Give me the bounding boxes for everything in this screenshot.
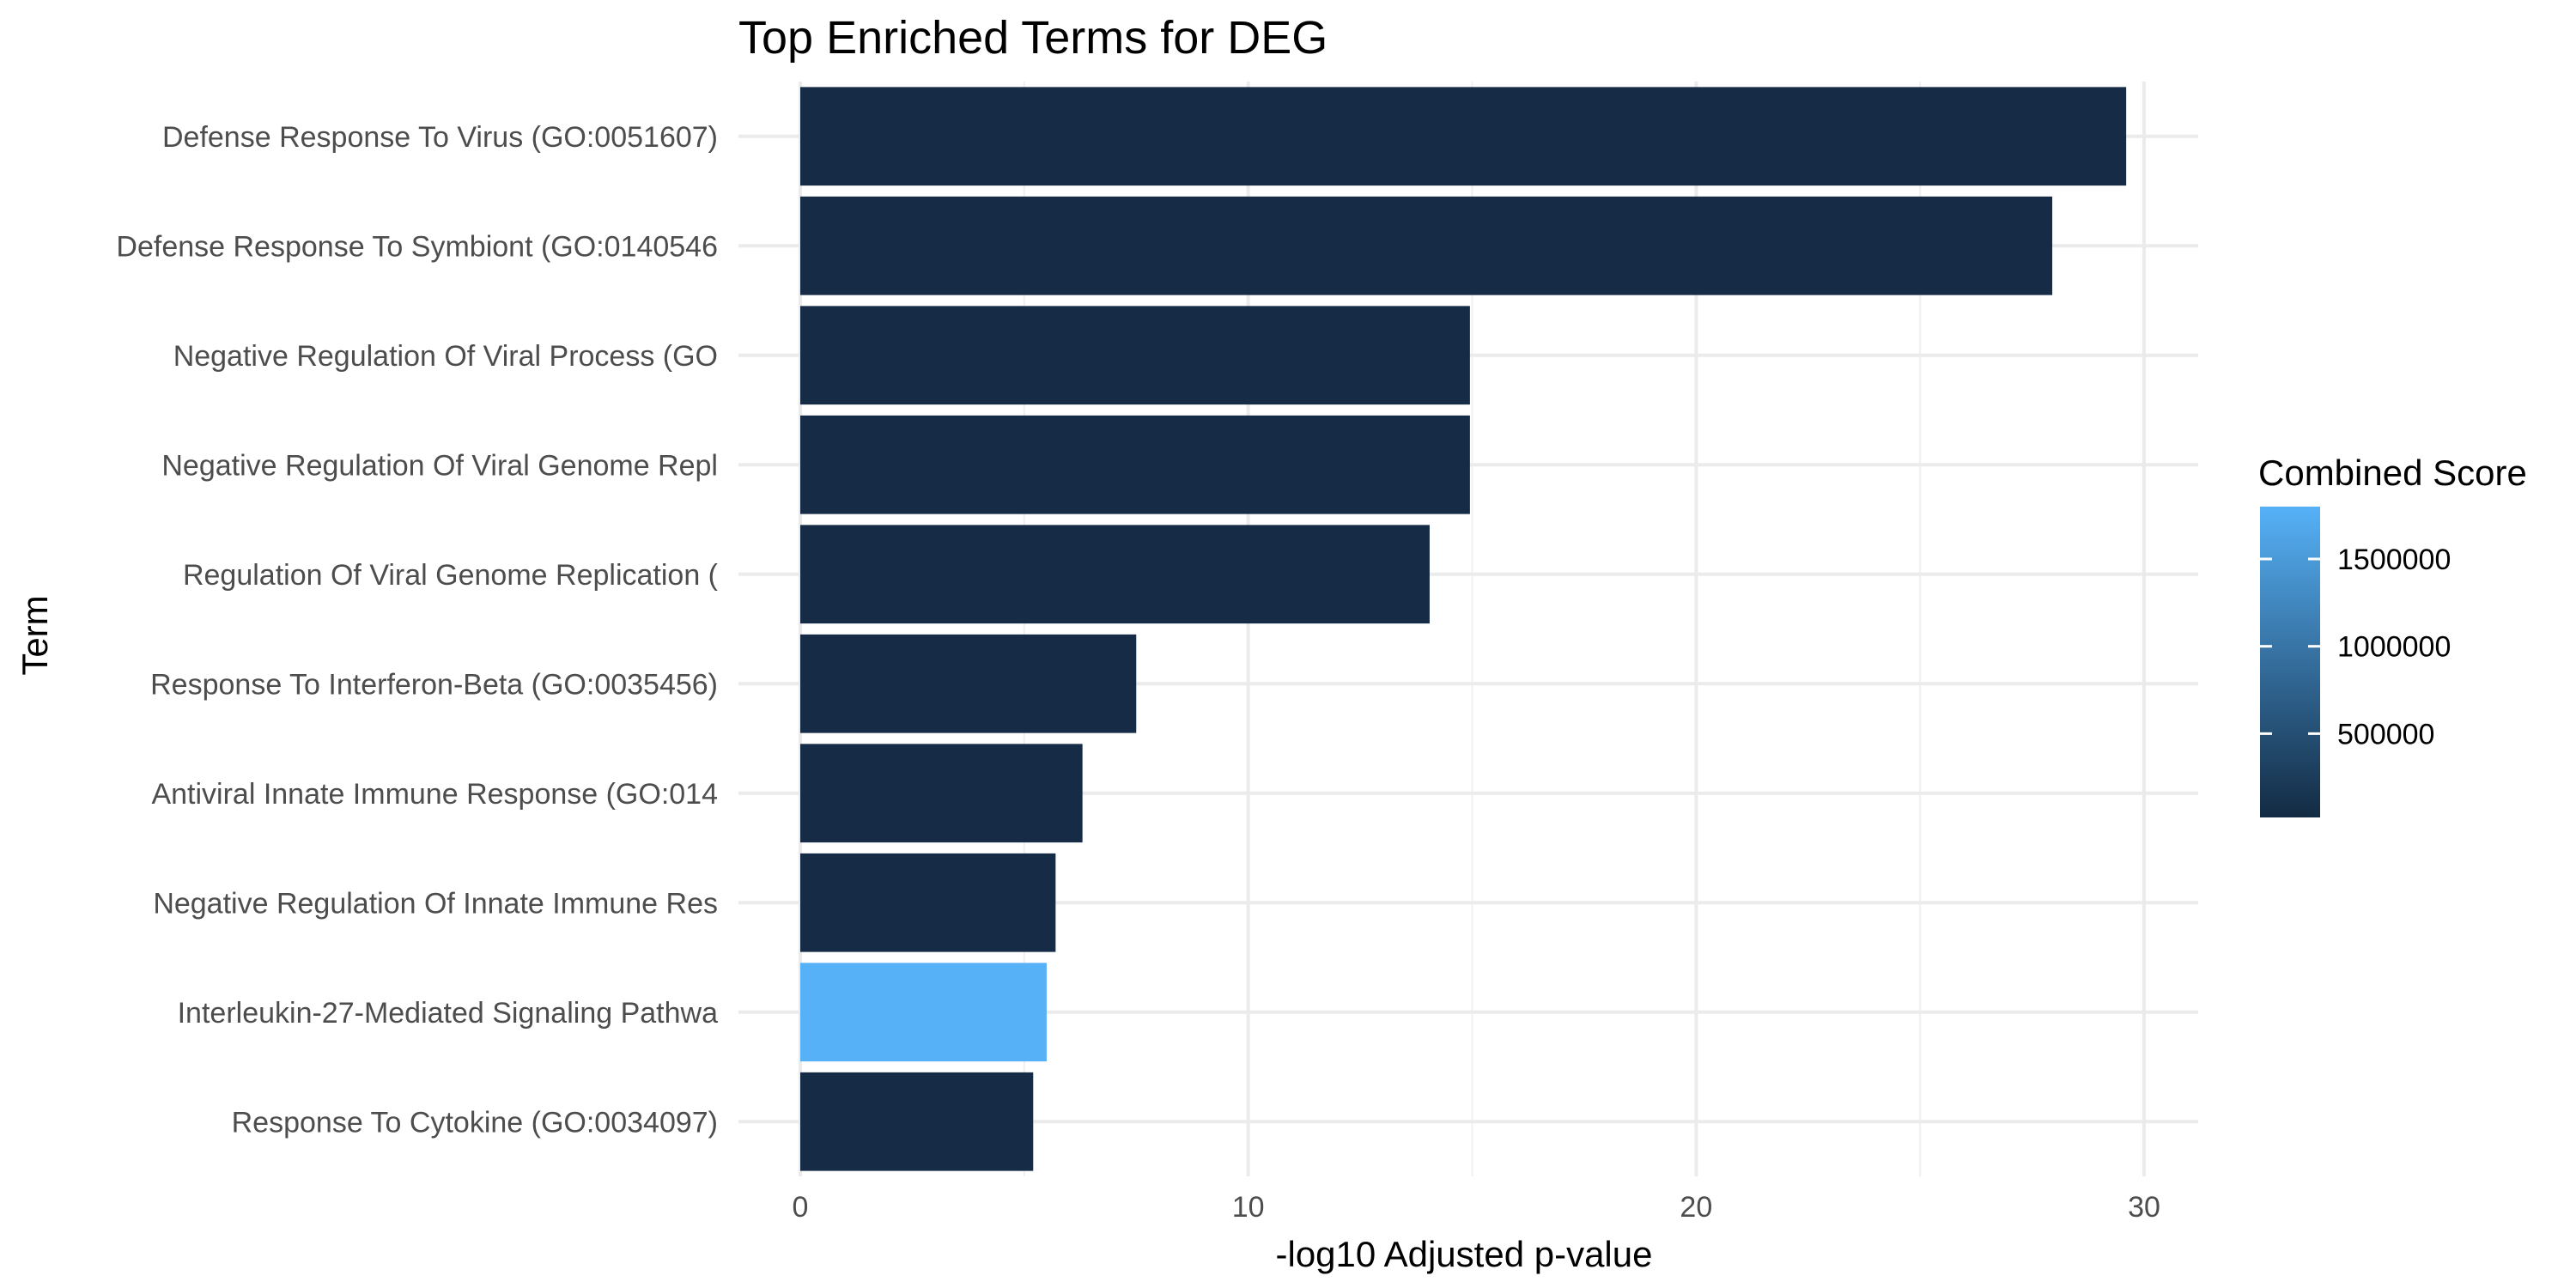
- legend-tick-label: 1000000: [2337, 631, 2451, 664]
- y-tick-label: Negative Regulation Of Viral Process (GO: [173, 340, 718, 373]
- bar: [800, 1072, 1034, 1171]
- y-tick-labels: Defense Response To Virus (GO:0051607) De…: [116, 121, 718, 1139]
- bar: [800, 196, 2053, 295]
- bar: [800, 525, 1430, 624]
- y-tick-label: Defense Response To Symbiont (GO:0140546: [116, 230, 718, 263]
- bars: [800, 87, 2127, 1171]
- y-tick-label: Response To Cytokine (GO:0034097): [232, 1106, 718, 1139]
- legend-colorbar: [2260, 507, 2320, 817]
- y-tick-label: Negative Regulation Of Innate Immune Res: [153, 887, 718, 920]
- y-tick-label: Response To Interferon-Beta (GO:0035456): [150, 668, 718, 701]
- bar: [800, 853, 1056, 952]
- legend-ticks: 1500000 1000000 500000: [2260, 544, 2451, 750]
- color-legend: Combined Score 1500000 1000000 500000: [2258, 453, 2527, 817]
- x-tick-label: 30: [2128, 1191, 2160, 1224]
- y-tick-label: Antiviral Innate Immune Response (GO:014: [151, 778, 718, 811]
- x-tick-labels: 0 10 20 30: [793, 1191, 2160, 1224]
- y-tick-label: Regulation Of Viral Genome Replication (: [183, 559, 719, 592]
- y-tick-label: Interleukin-27-Mediated Signaling Pathwa: [178, 997, 718, 1030]
- bar: [800, 963, 1047, 1062]
- bar: [800, 744, 1083, 843]
- legend-title: Combined Score: [2258, 453, 2527, 493]
- legend-tick-label: 500000: [2337, 718, 2434, 750]
- x-tick-label: 10: [1232, 1191, 1265, 1224]
- bar: [800, 306, 1470, 405]
- bar: [800, 634, 1137, 733]
- x-axis-title: -log10 Adjusted p-value: [1276, 1234, 1653, 1274]
- y-axis-title: Term: [15, 595, 55, 675]
- bar: [800, 415, 1470, 514]
- x-tick-label: 0: [793, 1191, 809, 1224]
- y-tick-label: Negative Regulation Of Viral Genome Repl: [161, 449, 718, 482]
- bar: [800, 87, 2127, 186]
- x-tick-label: 20: [1680, 1191, 1712, 1224]
- legend-tick-label: 1500000: [2337, 544, 2451, 576]
- y-tick-label: Defense Response To Virus (GO:0051607): [162, 121, 718, 154]
- chart-title: Top Enriched Terms for DEG: [738, 12, 1327, 64]
